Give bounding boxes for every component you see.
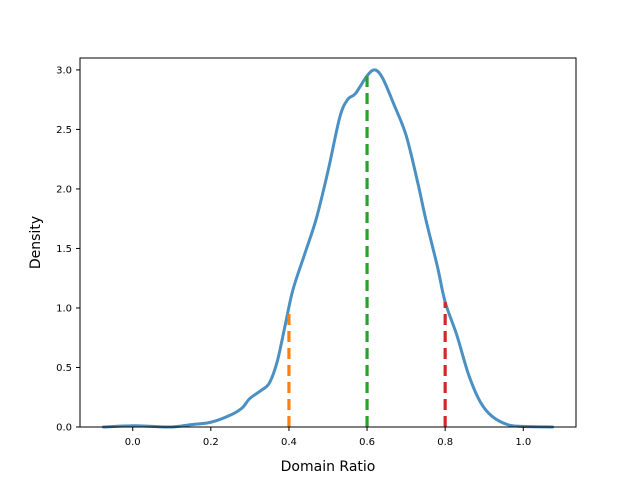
y-tick-label-7: 3.0 — [56, 65, 72, 76]
x-tick-label-6: 1.0 — [515, 437, 531, 448]
y-tick-label-1: 0.0 — [56, 423, 72, 434]
marker-layer — [287, 75, 447, 427]
x-tick-label-3: 0.4 — [281, 437, 297, 448]
x-tick-label-4: 0.6 — [359, 437, 375, 448]
y-axis: 0.0 0.5 1.0 1.5 2.0 2.5 3.0 — [56, 65, 80, 434]
x-tick-label-1: 0.0 — [125, 437, 141, 448]
y-axis-title: Density — [28, 216, 44, 269]
y-tick-label-6: 2.5 — [56, 125, 72, 136]
x-axis-title: Domain Ratio — [281, 459, 376, 475]
y-tick-label-4: 1.5 — [56, 244, 72, 255]
x-axis: 0.0 0.2 0.4 0.6 0.8 1.0 — [125, 427, 531, 448]
plot-layer — [101, 68, 555, 429]
x-tick-label-5: 0.8 — [437, 437, 453, 448]
y-tick-label-5: 2.0 — [56, 184, 72, 195]
x-tick-label-2: 0.2 — [203, 437, 219, 448]
y-tick-label-3: 1.0 — [56, 303, 72, 314]
y-tick-label-2: 0.5 — [56, 363, 72, 374]
density-curve-1 — [101, 68, 555, 429]
plot-frame — [79, 57, 577, 428]
